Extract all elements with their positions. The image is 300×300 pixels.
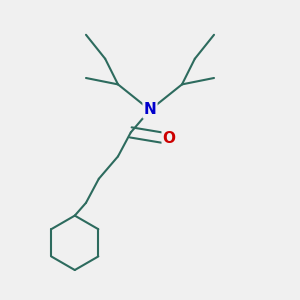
Text: O: O (163, 131, 176, 146)
Text: N: N (144, 103, 156, 118)
